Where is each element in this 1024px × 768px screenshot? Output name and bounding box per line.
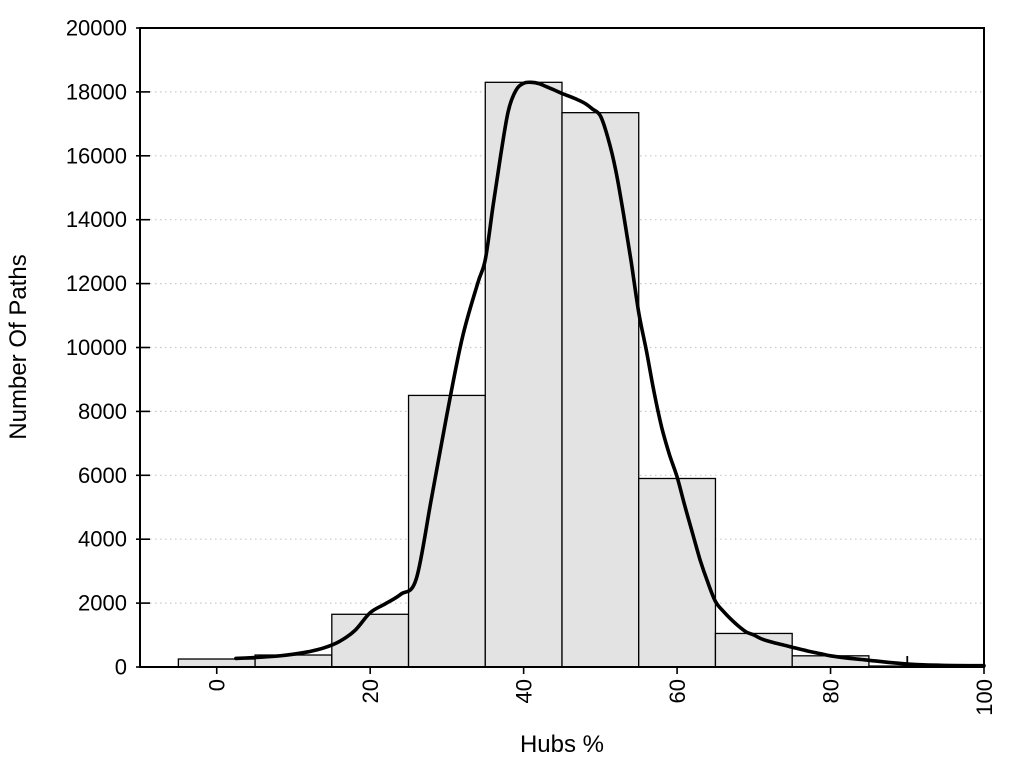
y-tick-label: 10000: [66, 335, 127, 360]
bars-layer: [177, 81, 947, 668]
curve-layer: [234, 80, 986, 668]
histogram-bar: [561, 112, 640, 668]
y-tick-label: 8000: [78, 399, 127, 424]
y-tick-label: 14000: [66, 207, 127, 232]
y-tick-label: 12000: [66, 271, 127, 296]
gridlines-layer: [140, 91, 984, 604]
x-tick-label: 40: [512, 679, 537, 703]
histogram-bar: [177, 658, 256, 668]
y-tick-label: 16000: [66, 143, 127, 168]
histogram-bar: [407, 394, 486, 668]
frequency-curve: [234, 80, 986, 668]
x-tick-label: 80: [819, 679, 844, 703]
y-tick-label: 0: [115, 655, 127, 680]
y-tick-label: 20000: [66, 16, 127, 41]
x-tick-label: 100: [972, 679, 997, 716]
y-tick-label: 4000: [78, 527, 127, 552]
y-axis-title: Number Of Paths: [5, 254, 32, 439]
tick-labels-layer: 0 2000 4000 6000 8000 10000 12000 14000 16000 180…: [66, 16, 997, 716]
y-tick-label: 6000: [78, 463, 127, 488]
y-tick-label: 2000: [78, 591, 127, 616]
histogram-bar: [714, 632, 793, 668]
x-tick-label: 20: [358, 679, 383, 703]
ticks-layer: [136, 27, 985, 674]
x-axis-title: Hubs %: [520, 731, 604, 758]
y-tick-label: 18000: [66, 79, 127, 104]
histogram-bar: [331, 613, 410, 668]
x-tick-label: 60: [665, 679, 690, 703]
x-tick-label: 0: [205, 679, 230, 691]
